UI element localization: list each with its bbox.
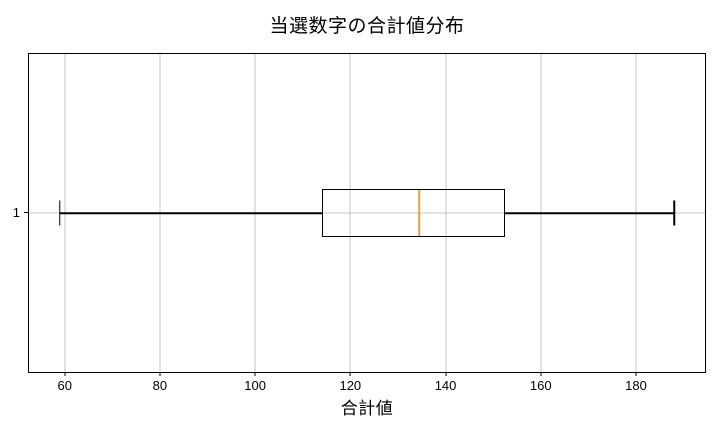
x-tick-mark [159, 372, 161, 376]
x-tick-mark [540, 372, 542, 376]
y-tick-label: 1 [12, 205, 20, 220]
whisker-line-high [505, 212, 675, 214]
horizontal-gridline [29, 212, 705, 214]
x-tick-label: 140 [434, 378, 457, 393]
y-tick-mark [24, 212, 28, 213]
whisker-cap-high [673, 200, 675, 226]
whisker-line-low [59, 212, 322, 214]
x-tick-mark [445, 372, 447, 376]
x-tick-label: 60 [57, 378, 72, 393]
x-tick-label: 80 [152, 378, 168, 393]
x-tick-label: 180 [625, 378, 647, 393]
whisker-cap-low [59, 200, 61, 226]
iqr-box [321, 189, 506, 237]
x-tick-mark [64, 372, 66, 376]
x-tick-mark [254, 372, 256, 376]
x-tick-label: 120 [339, 378, 362, 393]
x-tick-mark [349, 372, 351, 376]
chart-title: 当選数字の合計値分布 [269, 16, 465, 37]
x-tick-label: 100 [244, 378, 266, 393]
x-tick-mark [635, 372, 637, 376]
median-line [418, 190, 421, 236]
x-tick-label: 160 [529, 378, 552, 393]
axes: 60 80 100 120 140 160 180 [28, 53, 706, 393]
x-axis-label: 合計値 [340, 399, 394, 418]
